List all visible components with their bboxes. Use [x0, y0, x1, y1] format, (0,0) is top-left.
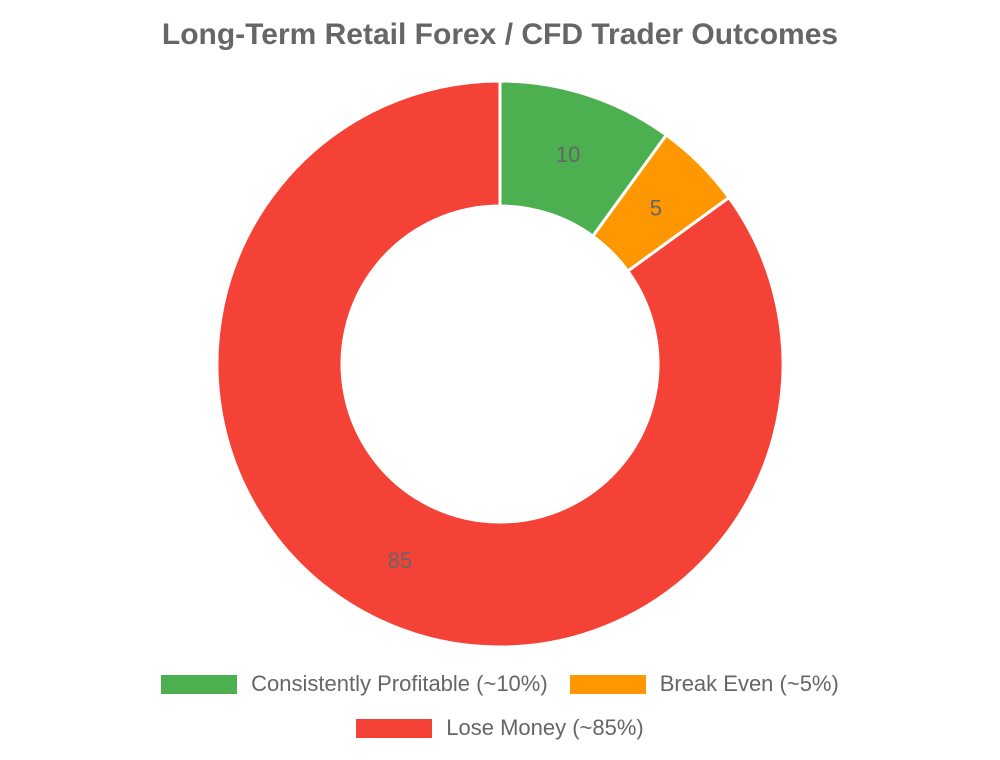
chart-title: Long-Term Retail Forex / CFD Trader Outc…: [161, 18, 839, 51]
legend-item-lose-money[interactable]: Lose Money (~85%): [356, 715, 644, 741]
donut-slice-lose-money[interactable]: [215, 79, 785, 649]
legend-label-lose-money: Lose Money (~85%): [446, 715, 644, 740]
data-label-consistently-profitable: 10: [556, 142, 580, 167]
data-label-break-even: 5: [650, 196, 662, 221]
legend-swatch-break-even: [569, 674, 646, 694]
legend-label-consistently-profitable: Consistently Profitable (~10%): [251, 671, 548, 696]
legend-swatch-lose-money: [356, 718, 433, 738]
legend-item-break-even[interactable]: Break Even (~5%): [569, 671, 839, 697]
legend-row-2: Lose Money (~85%): [0, 706, 1000, 750]
legend-item-consistently-profitable[interactable]: Consistently Profitable (~10%): [161, 671, 548, 697]
legend-row-1: Consistently Profitable (~10%) Break Eve…: [0, 662, 1000, 706]
data-label-lose-money: 85: [388, 548, 412, 573]
legend-swatch-consistently-profitable: [161, 674, 238, 694]
chart-legend: Consistently Profitable (~10%) Break Eve…: [0, 662, 1000, 750]
legend-label-break-even: Break Even (~5%): [659, 671, 839, 696]
donut-chart: 10 5 85: [215, 79, 785, 649]
